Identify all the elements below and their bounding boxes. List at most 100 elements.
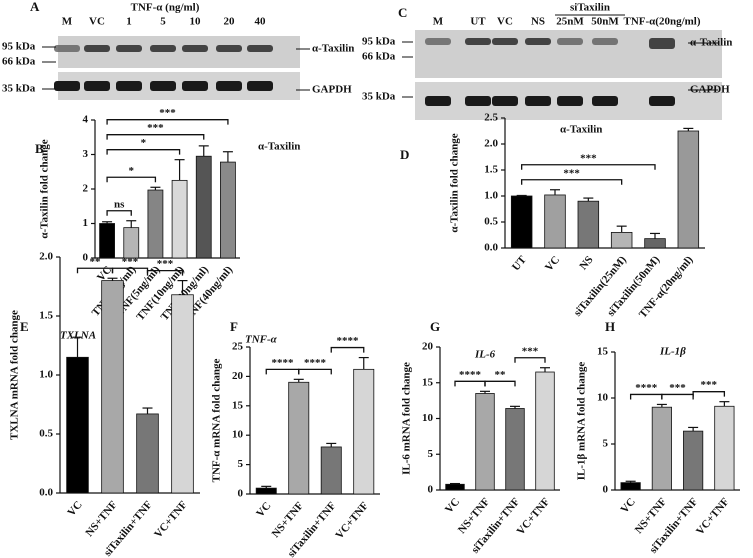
y-axis-label: IL-1β mRNA fold change	[576, 362, 588, 481]
band	[84, 45, 110, 52]
bar	[288, 381, 310, 495]
lane-label: UT	[470, 16, 486, 28]
bar	[620, 482, 641, 491]
bar	[353, 368, 375, 495]
y-tick-label: 0.5	[484, 216, 498, 228]
lane-label: M	[62, 16, 73, 28]
band	[216, 81, 242, 91]
significance-label: ***	[159, 107, 176, 119]
significance-bracket	[106, 210, 132, 216]
significance-label: ****	[337, 335, 360, 347]
significance-label: ****	[304, 357, 327, 369]
bar	[171, 294, 194, 494]
significance-label: ***	[147, 122, 164, 134]
y-tick-label: 2	[83, 183, 89, 195]
band	[465, 38, 491, 45]
y-axis-label: TXLNA mRNA fold change	[9, 310, 21, 440]
lane-label: M	[433, 16, 444, 28]
panel-label: D	[400, 147, 409, 162]
y-tick-label: 25	[232, 341, 244, 353]
marker-label: 66 kDa	[362, 51, 396, 63]
band-label: GAPDH	[690, 84, 730, 96]
lane-label: 5	[160, 16, 166, 28]
band	[116, 45, 142, 52]
x-tick-label: VC+TNF	[694, 496, 732, 538]
x-tick-label: VC	[618, 496, 637, 516]
y-tick-label: 1.5	[484, 164, 498, 176]
significance-label: ***	[580, 152, 597, 164]
lane-label: 20	[224, 16, 236, 28]
lane-label: 1	[126, 16, 132, 28]
x-tick-label: VC	[543, 254, 562, 274]
x-tick-label: UT	[510, 253, 529, 273]
bar	[136, 413, 159, 494]
y-tick-label: 0	[603, 484, 609, 496]
lane-header: siTaxilin	[570, 2, 610, 14]
band	[116, 81, 142, 91]
band	[525, 96, 551, 106]
band	[592, 38, 618, 45]
bar	[505, 408, 525, 491]
panel-label: C	[398, 5, 407, 20]
significance-bracket	[146, 269, 184, 276]
y-axis-label: TNF-α mRNA fold change	[211, 358, 223, 482]
panel-label: B	[35, 141, 44, 156]
bar	[99, 223, 115, 259]
significance-bracket	[692, 391, 726, 397]
panel-label: H	[605, 319, 615, 334]
marker-label: 95 kDa	[2, 41, 36, 53]
band	[150, 45, 176, 52]
panel-label: F	[230, 319, 238, 334]
bar	[610, 231, 633, 249]
panel-label: E	[20, 319, 29, 334]
significance-bracket	[106, 176, 157, 183]
significance-label: ***	[563, 167, 580, 179]
significance-label: ***	[522, 345, 539, 357]
significance-label: ***	[669, 382, 686, 394]
bar	[683, 430, 704, 491]
bar	[644, 238, 666, 249]
y-tick-label: 20	[232, 370, 244, 382]
significance-bracket	[661, 393, 694, 400]
bar	[320, 446, 342, 495]
panel-label: A	[30, 0, 40, 14]
band	[492, 96, 518, 106]
significance-bracket	[629, 393, 663, 400]
significance-bracket	[484, 380, 516, 387]
x-tick-label: VC+TNF	[515, 496, 553, 538]
band	[465, 96, 491, 106]
bar	[651, 406, 672, 491]
y-tick-label: 3	[83, 148, 89, 160]
y-tick-label: 10	[232, 429, 244, 441]
significance-bracket	[521, 179, 623, 185]
band	[84, 81, 110, 91]
bar	[445, 483, 465, 491]
panel-label: G	[430, 319, 440, 334]
lane-label: NS	[531, 16, 545, 28]
bar	[101, 280, 124, 494]
bar	[535, 371, 555, 491]
bar	[171, 179, 188, 259]
y-tick-label: 1.0	[39, 369, 53, 381]
significance-bracket	[298, 368, 332, 375]
y-tick-label: 1	[83, 217, 89, 229]
y-tick-label: 15	[232, 399, 244, 411]
y-tick-label: 0.0	[484, 242, 498, 254]
y-tick-label: 0.5	[39, 428, 53, 440]
y-axis-label: α-Taxilin fold change	[39, 139, 51, 238]
bar	[195, 155, 212, 259]
band	[425, 38, 451, 45]
y-tick-label: 0.0	[39, 487, 53, 499]
band	[216, 45, 242, 52]
significance-label: ****	[272, 357, 295, 369]
x-tick-label: VC	[65, 499, 84, 519]
significance-label: ****	[635, 382, 658, 394]
significance-bracket	[454, 380, 486, 387]
bar	[577, 200, 600, 249]
chart-title: IL-6	[474, 349, 496, 361]
lane-label: VC	[497, 16, 513, 28]
bar	[475, 393, 495, 491]
marker-label: 35 kDa	[362, 91, 396, 103]
chart-title: TXLNA	[60, 330, 96, 342]
